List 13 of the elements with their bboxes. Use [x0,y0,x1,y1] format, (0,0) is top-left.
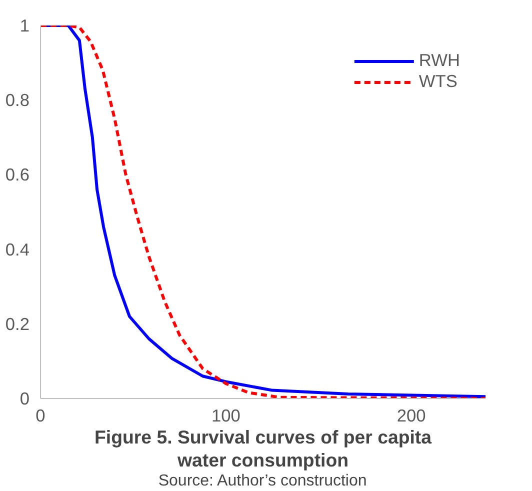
y-tick-label: 0.8 [5,90,30,110]
y-tick-label: 1 [20,16,30,36]
x-tick-label: 100 [211,406,240,426]
y-tick-label: 0.6 [5,164,30,185]
y-tick-label: 0 [20,388,30,408]
x-tick-label: 200 [396,406,426,426]
y-tick-label: 0.4 [5,239,30,260]
source-note: Source: Author’s construction [158,472,367,490]
legend-label: RWH [418,50,460,71]
legend-label: WTS [418,71,458,92]
x-tick-label: 0 [36,406,46,426]
text: Figure 5. Survival curves of per capita water consumption [94,426,432,470]
y-tick-label: 0.2 [5,314,30,334]
